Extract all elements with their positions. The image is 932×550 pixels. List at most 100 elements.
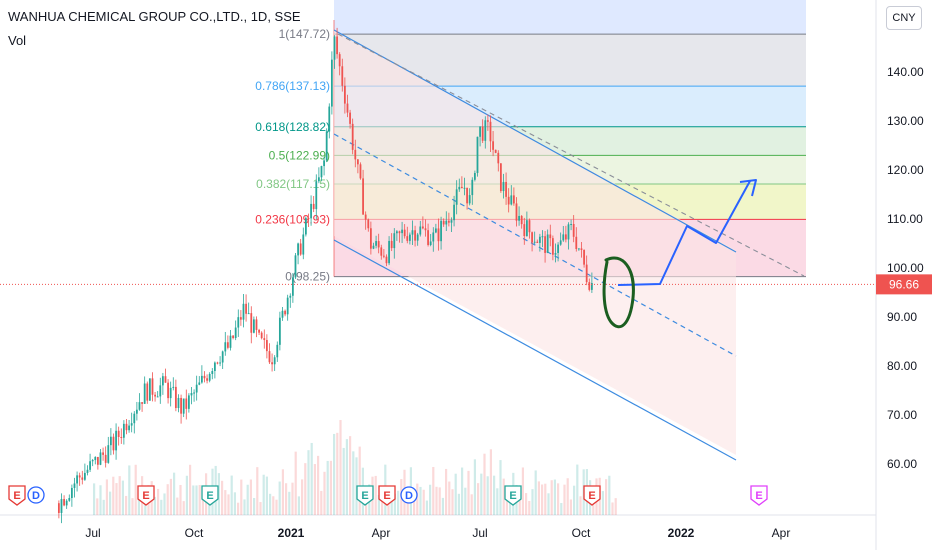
volume-bar [121,480,124,515]
candle-body [510,195,513,205]
channel-lower-line [333,239,737,461]
candle-body [531,232,533,243]
earnings-marker [8,485,26,506]
candle-body [86,469,89,473]
volume-bar [259,502,262,515]
candle-body [198,382,201,385]
volume-bar [182,501,185,515]
volume-bar [102,499,105,515]
candle-body [533,241,536,243]
volume-bar [233,492,236,515]
volume-bar [336,432,339,515]
volume-bar [176,497,179,515]
volume-bar [544,483,547,515]
candle-body [375,241,377,246]
candle-body [424,228,427,231]
x-tick-label: Oct [572,526,591,540]
volume-bar [557,483,560,515]
candle-body [229,335,232,348]
candle-body [393,233,396,249]
y-tick-label: 120.00 [887,163,924,177]
event-marker-letter: E [509,490,516,502]
candle-body [180,397,182,414]
candle-body [419,226,422,235]
candle-body [551,238,554,255]
volume-bar [438,487,441,515]
candle-body [120,436,123,438]
candle-body [525,220,528,237]
candle-body [570,224,572,226]
volume-bar [422,489,425,515]
candle-body [109,436,112,446]
volume-bar [397,490,400,515]
dividend-marker [400,486,418,504]
volume-label: Vol [8,33,27,48]
fib-band-extension [334,0,806,35]
candle-body [271,362,273,365]
earnings-marker [201,485,219,506]
volume-bar [173,472,176,515]
candle-body [63,499,65,506]
volume-bar [605,479,608,515]
candle-body [320,166,323,178]
x-tick-label: Apr [772,526,791,540]
volume-bar [310,442,313,515]
candle-body [406,236,409,241]
candle-body [434,228,437,233]
volume-bar [525,493,528,515]
candle-body [538,236,541,243]
volume-bar [576,464,579,515]
volume-bar [579,496,582,515]
volume-bar [342,447,345,515]
volume-bar [505,499,508,515]
volume-bar [163,493,166,515]
candle-body [167,382,169,399]
volume-bar [560,502,563,515]
currency-button[interactable]: CNY [886,6,922,30]
volume-bar [278,481,281,515]
volume-bar [105,479,108,515]
circle-annotation [602,256,635,329]
candle-body [528,220,531,233]
fib-level-label: 0.5(122.99) [269,148,330,162]
candle-body [346,103,349,113]
volume-bar [454,473,457,515]
candle-body [546,234,549,253]
candle-body [541,236,544,238]
candle-body [125,423,128,431]
candle-body [102,452,104,455]
volume-bar [185,475,188,515]
volume-bar [473,459,476,515]
candle-body [429,241,432,245]
volume-bar [240,479,243,515]
event-marker-letter: E [755,490,762,502]
candle-body [460,186,463,189]
channel-upper-line [333,29,737,253]
volume-bar [550,480,553,515]
channel-mid-line [333,133,737,357]
volume-bar [230,475,233,515]
candle-body [312,203,315,210]
volume-bar [429,484,432,515]
dividend-marker [27,486,45,504]
volume-bar [480,473,483,515]
candle-body [445,220,448,225]
candle-body [442,220,445,225]
candle-body [234,327,237,339]
candle-body [440,220,442,242]
volume-bar [425,500,428,515]
candle-body [494,149,497,153]
candle-body [458,186,461,190]
candle-body [304,218,307,235]
candle-body [523,224,526,237]
candle-body [107,445,110,463]
candle-body [567,224,570,240]
candle-body [174,386,177,409]
volume-bar [262,474,265,515]
candle-body [447,220,450,223]
volume-bar [131,498,134,515]
candle-body [476,136,479,173]
candle-body [94,456,97,461]
x-tick-label: Oct [185,526,204,540]
